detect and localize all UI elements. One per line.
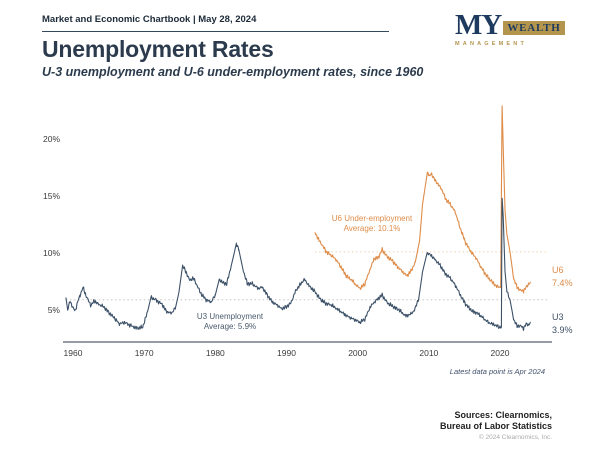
sources-line1: Sources: Clearnomics, — [454, 410, 552, 420]
u6-line — [314, 105, 532, 294]
y-tick-label: 5% — [47, 305, 60, 315]
u3-average-annotation: U3 Unemployment Average: 5.9% — [150, 312, 310, 333]
sources-line2: Bureau of Labor Statistics — [439, 421, 552, 432]
my-wealth-logo: MY WEALTH MANAGEMENT — [455, 9, 565, 47]
y-tick-label: 20% — [42, 134, 60, 144]
page-subtitle: U-3 unemployment and U-6 under-employmen… — [42, 65, 424, 79]
x-tick-label: 2000 — [348, 348, 368, 358]
logo-wealth-badge: WEALTH — [503, 21, 565, 36]
u3-end-label-name: U3 — [552, 312, 564, 322]
u6-series-end-label: U6 7.4% — [552, 264, 573, 290]
u3-end-label-value: 3.9% — [552, 325, 573, 336]
u3-annotation-line2: Average: 5.9% — [203, 322, 257, 332]
u3-line — [65, 197, 531, 331]
u6-end-label-name: U6 — [552, 265, 564, 275]
x-tick-label: 2010 — [419, 348, 439, 358]
logo-my-text: MY — [455, 9, 502, 41]
latest-data-footnote: Latest data point is Apr 2024 — [449, 367, 545, 376]
u6-annotation-line2: Average: 10.1% — [343, 224, 401, 234]
u6-average-annotation: U6 Under-employment Average: 10.1% — [292, 214, 452, 235]
u3-annotation-line1: U3 Unemployment — [196, 312, 264, 321]
header-divider — [42, 31, 389, 32]
y-tick-label: 15% — [42, 191, 60, 201]
logo-top-row: MY WEALTH — [455, 9, 565, 41]
x-tick-label: 1980 — [205, 348, 225, 358]
y-tick-label: 10% — [42, 248, 60, 258]
x-tick-label: 1990 — [277, 348, 296, 358]
page-title: Unemployment Rates — [42, 36, 274, 62]
copyright-text: © 2024 Clearnomics, Inc. — [478, 433, 552, 441]
x-tick-label: 1960 — [63, 348, 83, 358]
chartbook-header: Market and Economic Chartbook | May 28, … — [42, 14, 257, 25]
x-tick-label: 2020 — [490, 348, 510, 358]
sources-block: Sources: Clearnomics, Bureau of Labor St… — [440, 410, 552, 442]
u6-end-label-value: 7.4% — [552, 278, 573, 289]
x-tick-label: 1970 — [134, 348, 154, 358]
u6-annotation-line1: U6 Under-employment — [331, 214, 413, 223]
u3-series-end-label: U3 3.9% — [552, 311, 573, 337]
logo-management-text: MANAGEMENT — [455, 40, 528, 47]
